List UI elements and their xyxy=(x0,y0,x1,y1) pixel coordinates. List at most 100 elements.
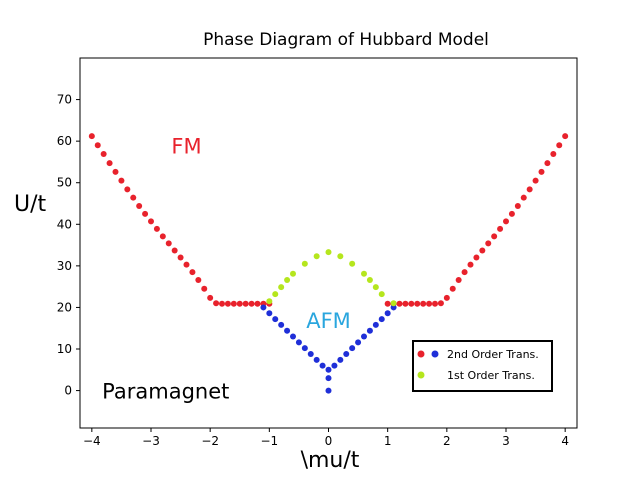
data-point xyxy=(337,253,344,260)
data-point xyxy=(420,300,427,307)
data-point xyxy=(402,300,409,307)
data-point xyxy=(307,351,314,357)
data-point xyxy=(242,300,249,307)
data-point xyxy=(508,210,515,217)
region-label: AFM xyxy=(306,309,351,333)
data-point xyxy=(437,300,444,307)
y-axis-label: U/t xyxy=(14,192,47,217)
y-tick-label: 60 xyxy=(57,134,72,148)
data-point xyxy=(497,225,504,232)
data-point xyxy=(361,333,367,340)
data-point xyxy=(301,260,308,267)
data-point xyxy=(538,168,545,175)
data-point xyxy=(284,327,291,334)
data-point xyxy=(426,300,433,307)
x-tick-label: 3 xyxy=(502,434,510,448)
data-point xyxy=(461,269,468,276)
data-point xyxy=(266,310,273,317)
data-point xyxy=(372,321,379,328)
data-point xyxy=(284,277,291,283)
data-point xyxy=(124,186,131,193)
data-point xyxy=(325,387,332,394)
data-point xyxy=(384,300,391,307)
data-point xyxy=(260,304,267,311)
legend-box xyxy=(412,340,553,392)
data-point xyxy=(319,362,326,369)
data-point xyxy=(94,142,101,149)
data-point xyxy=(153,225,160,232)
data-point xyxy=(100,151,107,158)
region-label: FM xyxy=(171,134,201,158)
x-tick-label: 0 xyxy=(325,434,333,448)
x-axis-ticks: −4 −3 −2 −1 0 1 2 3 4 xyxy=(83,428,569,448)
data-point xyxy=(136,203,143,209)
data-point xyxy=(201,285,208,292)
legend-marker xyxy=(417,371,425,379)
data-point xyxy=(278,321,285,328)
data-point xyxy=(390,304,397,311)
legend-label: 2nd Order Trans. xyxy=(447,348,539,361)
data-point xyxy=(550,151,557,158)
data-point xyxy=(278,284,285,291)
data-point xyxy=(526,186,533,193)
legend-marker xyxy=(431,350,439,358)
data-point xyxy=(254,300,261,307)
x-tick-label: 2 xyxy=(443,434,451,448)
data-point xyxy=(343,351,350,357)
data-point xyxy=(556,142,563,149)
x-tick-label: −2 xyxy=(201,434,219,448)
x-tick-label: −4 xyxy=(83,434,101,448)
y-tick-label: 70 xyxy=(57,93,72,107)
data-point xyxy=(290,333,296,340)
data-point xyxy=(177,254,184,261)
data-point xyxy=(432,300,438,307)
data-point xyxy=(449,285,456,292)
y-axis-ticks: 0 10 20 30 40 50 60 70 xyxy=(57,93,80,398)
data-point xyxy=(195,277,202,283)
data-point xyxy=(366,327,373,334)
data-point xyxy=(378,291,385,298)
data-point xyxy=(349,345,356,352)
y-tick-label: 10 xyxy=(57,342,72,356)
data-point xyxy=(272,316,279,323)
data-point xyxy=(479,247,486,254)
data-points xyxy=(88,133,569,394)
data-point xyxy=(455,277,462,283)
data-point xyxy=(112,168,119,175)
data-point xyxy=(313,356,320,363)
data-point xyxy=(224,300,231,307)
data-point xyxy=(165,240,172,247)
legend-marker xyxy=(417,350,425,358)
x-tick-label: −1 xyxy=(260,434,278,448)
data-point xyxy=(467,261,474,268)
chart-title: Phase Diagram of Hubbard Model xyxy=(203,30,489,50)
data-point xyxy=(266,298,273,305)
data-point xyxy=(325,249,332,256)
data-point xyxy=(142,210,149,217)
data-point xyxy=(390,300,397,307)
data-point xyxy=(171,247,178,254)
data-point xyxy=(325,366,332,373)
x-tick-label: −3 xyxy=(142,434,160,448)
legend-label: 1st Order Trans. xyxy=(447,369,535,382)
data-point xyxy=(349,260,356,267)
y-tick-label: 20 xyxy=(57,300,72,314)
data-point xyxy=(189,269,196,276)
y-tick-label: 40 xyxy=(57,217,72,231)
data-point xyxy=(325,375,332,382)
data-point xyxy=(295,339,302,346)
data-point xyxy=(544,160,551,167)
x-tick-label: 1 xyxy=(384,434,392,448)
data-point xyxy=(331,362,338,369)
legend: 2nd Order Trans. 1st Order Trans. xyxy=(412,340,553,392)
data-point xyxy=(118,177,125,184)
data-point xyxy=(396,300,403,307)
data-point xyxy=(408,300,415,307)
data-point xyxy=(290,270,296,277)
x-tick-label: 4 xyxy=(561,434,569,448)
y-tick-label: 30 xyxy=(57,259,72,273)
data-point xyxy=(301,345,308,352)
data-point xyxy=(159,233,166,240)
